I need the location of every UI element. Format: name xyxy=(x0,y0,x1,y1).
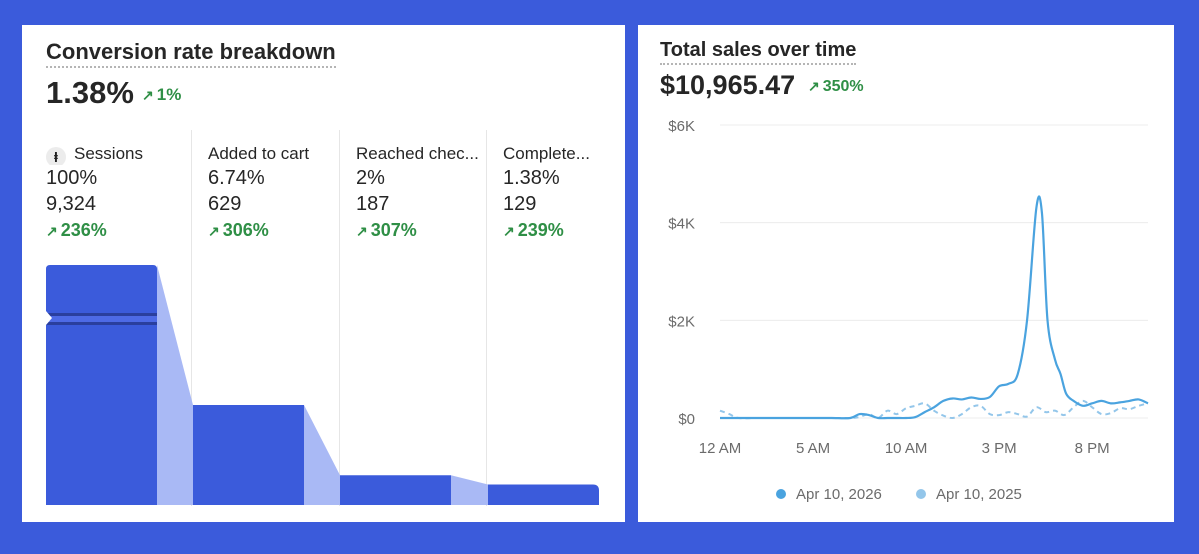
sales-line-chart: $0 $2K $4K $6K 12 AM 5 AM 10 AM 3 PM 8 PM xyxy=(668,118,1149,457)
funnel-chart xyxy=(46,265,599,505)
funnel-step-sessions: ⱡ Sessions 100% 9,324 ↗ 236% xyxy=(46,143,186,244)
sales-title[interactable]: Total sales over time xyxy=(660,39,857,65)
arrow-up-right-icon: ↗ xyxy=(142,87,154,103)
y-tick-label: $4K xyxy=(668,216,695,233)
funnel-connector xyxy=(157,265,193,505)
column-divider xyxy=(486,130,487,506)
step-percent: 2% xyxy=(356,167,385,189)
axis-break-line xyxy=(46,313,157,316)
series-line-previous xyxy=(719,399,1149,420)
arrow-up-right-icon: ↗ xyxy=(808,78,820,94)
axis-break-notch xyxy=(46,311,52,325)
conversion-delta-value: 1% xyxy=(156,85,182,104)
column-divider xyxy=(339,130,340,506)
step-label-text: Sessions xyxy=(74,144,143,163)
y-tick-label: $2K xyxy=(668,313,695,330)
step-percent: 100% xyxy=(46,167,98,189)
step-label: Added to cart xyxy=(208,144,310,163)
step-label: Complete... xyxy=(503,144,590,163)
step-delta-value: 236% xyxy=(60,220,107,240)
funnel-bar xyxy=(488,484,599,505)
funnel-connector xyxy=(304,405,340,505)
funnel-step-completed: Complete... 1.38% 129 ↗ 239% xyxy=(503,143,643,244)
step-label: ⱡ Sessions xyxy=(46,143,186,165)
x-tick-label: 10 AM xyxy=(885,440,928,457)
step-delta-value: 239% xyxy=(517,220,564,240)
legend-dot-previous xyxy=(916,489,926,499)
y-tick-label: $0 xyxy=(678,411,695,428)
sales-card: Total sales over time $10,965.47 ↗ 350% $… xyxy=(638,25,1174,522)
step-percent: 1.38% xyxy=(503,167,560,189)
sales-delta: ↗ 350% xyxy=(808,78,864,96)
conversion-card: Conversion rate breakdown 1.38% ↗ 1% ⱡ Ses… xyxy=(22,25,625,522)
sales-value: $10,965.47 xyxy=(660,70,796,100)
step-count: 9,324 xyxy=(46,193,97,215)
column-divider xyxy=(191,130,192,506)
x-tick-label: 5 AM xyxy=(796,440,830,457)
arrow-up-right-icon: ↗ xyxy=(46,223,58,239)
funnel-step-added-to-cart: Added to cart 6.74% 629 ↗ 306% xyxy=(208,143,348,244)
arrow-up-right-icon: ↗ xyxy=(208,223,220,239)
y-tick-label: $6K xyxy=(668,118,695,135)
arrow-up-right-icon: ↗ xyxy=(503,223,515,239)
legend-label: Apr 10, 2026 xyxy=(796,486,882,503)
step-label: Reached chec... xyxy=(356,144,479,163)
sessions-icon: ⱡ xyxy=(46,147,66,165)
sales-delta-value: 350% xyxy=(822,78,864,95)
step-delta: ↗ 306% xyxy=(208,217,348,244)
step-delta: ↗ 307% xyxy=(356,217,496,244)
step-percent: 6.74% xyxy=(208,167,265,189)
step-delta: ↗ 239% xyxy=(503,217,643,244)
legend-dot-current xyxy=(776,489,786,499)
step-count: 187 xyxy=(356,193,390,215)
funnel-bar xyxy=(193,405,304,505)
conversion-value: 1.38% xyxy=(46,75,134,110)
axis-break-line xyxy=(46,322,157,325)
x-tick-label: 3 PM xyxy=(982,440,1017,457)
step-delta-value: 306% xyxy=(222,220,269,240)
series-line-current xyxy=(720,195,1149,420)
funnel-connector xyxy=(451,475,488,505)
x-tick-label: 8 PM xyxy=(1075,440,1110,457)
step-delta: ↗ 236% xyxy=(46,217,186,244)
legend-item-current[interactable]: Apr 10, 2026 xyxy=(776,486,882,503)
funnel-step-reached-checkout: Reached chec... 2% 187 ↗ 307% xyxy=(356,143,496,244)
arrow-up-right-icon: ↗ xyxy=(356,223,368,239)
conversion-title[interactable]: Conversion rate breakdown xyxy=(46,39,336,68)
conversion-delta: ↗ 1% xyxy=(142,85,181,105)
legend-label: Apr 10, 2025 xyxy=(936,486,1022,503)
step-count: 129 xyxy=(503,193,537,215)
step-delta-value: 307% xyxy=(370,220,417,240)
funnel-bar xyxy=(46,265,157,505)
step-count: 629 xyxy=(208,193,242,215)
legend-item-previous[interactable]: Apr 10, 2025 xyxy=(916,486,1022,503)
axis-break-gap xyxy=(46,316,157,322)
funnel-bar xyxy=(340,475,451,505)
x-tick-label: 12 AM xyxy=(699,440,742,457)
